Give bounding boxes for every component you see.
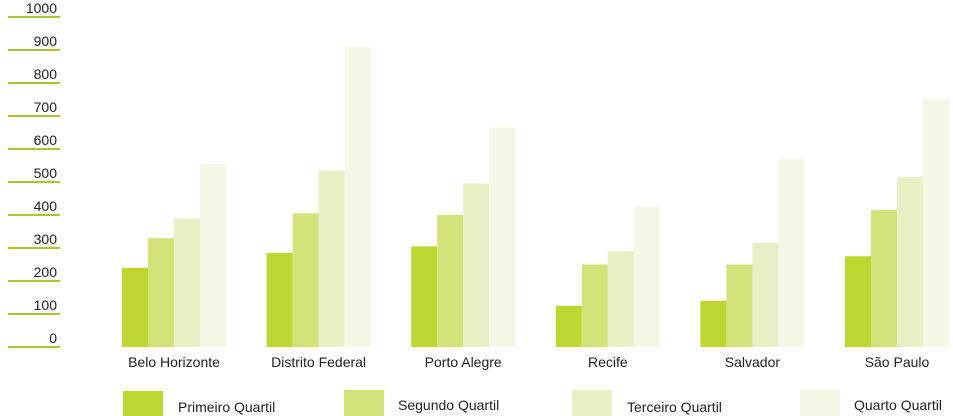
y-tick-label: 1000	[26, 0, 57, 16]
y-tick-label: 900	[34, 33, 58, 49]
bar-4-3	[489, 127, 516, 347]
y-tick-label: 300	[34, 231, 58, 247]
bar-4-2	[344, 46, 371, 347]
y-tick-label: 700	[34, 99, 58, 115]
x-category-label: Salvador	[725, 354, 781, 370]
y-tick-label: 800	[34, 66, 58, 82]
y-tick-label: 500	[34, 165, 58, 181]
x-category-label: São Paulo	[865, 354, 930, 370]
y-tick-label: 100	[34, 297, 58, 313]
bar-1-6	[845, 256, 871, 347]
y-axis: 0 100 200 300 400 500 600 700 800 900 1000	[8, 0, 60, 348]
legend-label: Primeiro Quartil	[178, 399, 275, 415]
y-tick-label: 600	[34, 132, 58, 148]
legend-swatch	[123, 391, 163, 416]
bar-2-3	[437, 215, 464, 347]
bar-3-6	[897, 177, 923, 347]
bar-1-5	[700, 300, 727, 347]
bar-2-6	[871, 210, 897, 347]
x-category-label: Distrito Federal	[271, 354, 366, 370]
legend: Primeiro Quartil Segundo Quartil Terceiro …	[123, 390, 942, 416]
bar-1-2	[266, 252, 293, 347]
bar-1-4	[555, 305, 582, 347]
legend-label: Quarto Quartil	[854, 397, 942, 413]
bar-1-3	[411, 246, 438, 347]
bar-3-3	[463, 183, 490, 347]
legend-swatch	[344, 390, 384, 416]
bar-2-5	[726, 264, 753, 347]
bar-3-5	[752, 243, 779, 347]
y-tick-label: 0	[49, 330, 57, 346]
bar-4-5	[778, 158, 805, 347]
bar-2-4	[581, 264, 608, 347]
legend-swatch	[800, 390, 840, 416]
bar-1-1	[122, 267, 148, 347]
x-category-label: Recife	[588, 354, 628, 370]
bar-3-4	[607, 251, 634, 347]
bar-2-1	[148, 238, 174, 347]
y-tick-label: 400	[34, 198, 58, 214]
bar-3-1	[174, 218, 200, 347]
x-category-label: Belo Horizonte	[128, 354, 220, 370]
bars	[122, 46, 949, 347]
legend-label: Terceiro Quartil	[627, 399, 722, 415]
legend-swatch	[572, 390, 612, 416]
bar-2-2	[292, 213, 319, 347]
bar-4-6	[923, 99, 949, 347]
legend-label: Segundo Quartil	[398, 397, 499, 413]
x-axis-labels: Belo Horizonte Distrito Federal Porto Aleg…	[128, 354, 929, 370]
bar-4-1	[200, 163, 226, 347]
y-tick-label: 200	[34, 264, 58, 280]
bar-3-2	[318, 170, 345, 347]
bar-4-4	[633, 206, 660, 347]
x-category-label: Porto Alegre	[425, 354, 502, 370]
